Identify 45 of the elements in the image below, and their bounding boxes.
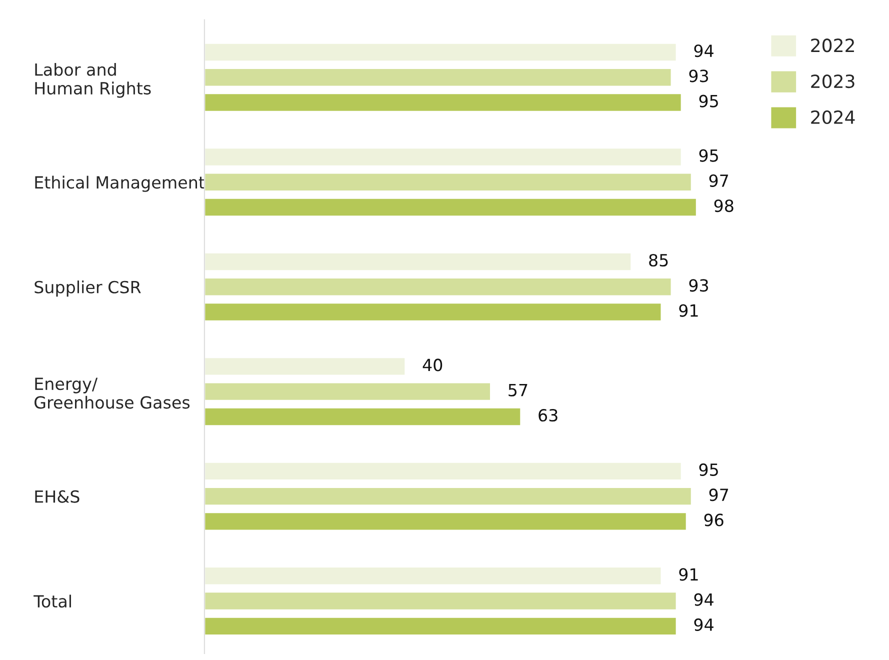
y-tick-label: Total [34, 594, 71, 608]
y-tick-label: EH&S [35, 490, 80, 503]
data-label: 97 [709, 174, 728, 187]
legend-label: 2022 [811, 38, 854, 52]
data-label: 93 [689, 70, 708, 82]
data-label: 98 [714, 199, 734, 212]
data-label: 95 [699, 94, 718, 108]
data-label: 95 [699, 149, 718, 162]
data-label: 94 [694, 44, 714, 58]
y-tick-label: Ethical Management [35, 176, 205, 192]
bar [204, 42, 678, 62]
bar [204, 68, 672, 88]
data-label: 94 [694, 593, 714, 606]
data-label: 57 [508, 384, 528, 396]
data-label: 93 [689, 279, 708, 292]
data-label: 94 [694, 618, 714, 632]
data-label: 85 [649, 254, 668, 267]
data-label: 97 [709, 488, 728, 502]
y-tick-label: Energy/ Greenhouse Gases [34, 378, 190, 409]
legend-label: 2024 [811, 110, 855, 124]
data-label: 63 [538, 408, 558, 422]
bar [204, 356, 406, 376]
bar [204, 252, 632, 272]
bar [204, 302, 662, 322]
bar [204, 277, 672, 297]
bar [204, 566, 662, 586]
y-tick-label: Labor and Human Rights [35, 63, 151, 98]
data-label: 96 [704, 514, 724, 526]
bar [204, 198, 698, 218]
data-label: 40 [422, 358, 442, 372]
bar [204, 616, 678, 636]
bar [204, 486, 692, 506]
bar [204, 172, 692, 192]
legend-label: 2023 [811, 74, 854, 88]
y-tick-label: Supplier CSR [34, 280, 141, 297]
bar [204, 92, 682, 112]
bar [204, 147, 682, 167]
bar [204, 512, 688, 532]
bar [204, 382, 492, 402]
data-label: 95 [699, 463, 718, 476]
bar [204, 591, 678, 611]
bar [204, 406, 522, 426]
bar [204, 461, 682, 481]
data-label: 91 [679, 568, 698, 581]
data-label: 91 [679, 304, 698, 317]
